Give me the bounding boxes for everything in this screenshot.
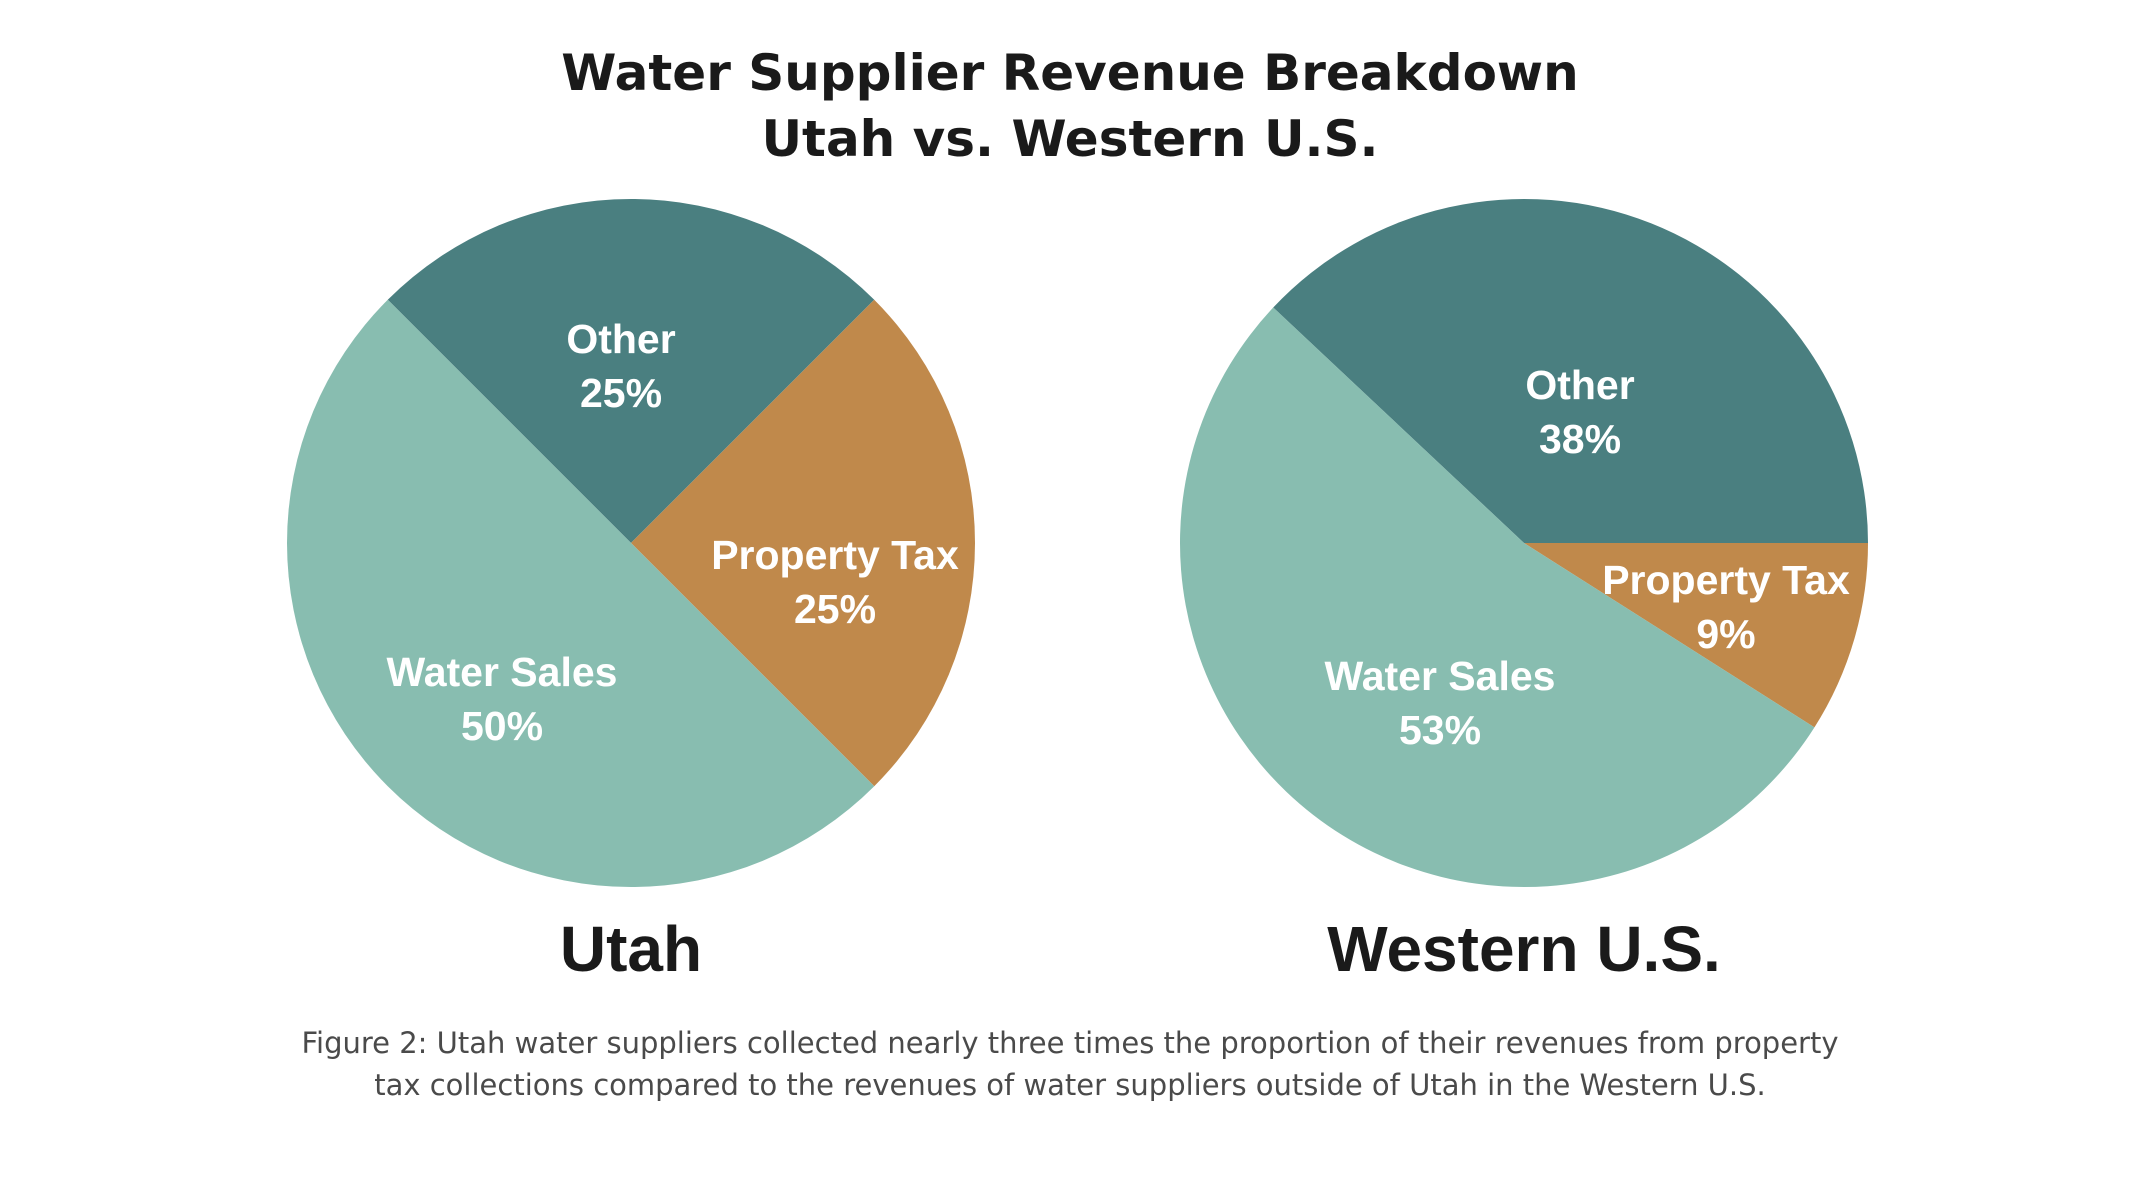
figure-caption-line2: tax collections compared to the revenues… xyxy=(374,1068,1766,1102)
western-slice-label: Other xyxy=(1525,362,1634,408)
chart-title-line1: Water Supplier Revenue Breakdown xyxy=(561,44,1579,102)
utah-slice-value-label: 25% xyxy=(580,370,662,416)
western-pie-title: Western U.S. xyxy=(1327,913,1721,985)
utah-slice-other xyxy=(387,199,875,543)
figure-caption-line1: Figure 2: Utah water suppliers collected… xyxy=(301,1026,1839,1060)
chart-title-line2: Utah vs. Western U.S. xyxy=(761,110,1379,168)
western-slice-value-label: 53% xyxy=(1399,707,1481,753)
utah-slice-label: Water Sales xyxy=(387,649,618,695)
utah-slice-water-sales xyxy=(287,299,875,888)
utah-slice-value-label: 50% xyxy=(461,703,543,749)
western-slice-water-sales xyxy=(1180,307,1815,887)
western-slice-label: Property Tax xyxy=(1602,557,1850,603)
western-slice-label: Water Sales xyxy=(1325,653,1556,699)
western-slice-value-label: 9% xyxy=(1696,611,1755,657)
utah-slice-value-label: 25% xyxy=(794,586,876,632)
utah-slice-property-tax xyxy=(631,299,975,787)
utah-pie-title: Utah xyxy=(559,913,703,985)
western-slice-property-tax xyxy=(1524,543,1868,728)
utah-slice-label: Property Tax xyxy=(711,532,959,578)
western-slice-value-label: 38% xyxy=(1539,416,1621,462)
western-slice-other xyxy=(1273,198,1868,543)
utah-slice-label: Other xyxy=(566,316,675,362)
